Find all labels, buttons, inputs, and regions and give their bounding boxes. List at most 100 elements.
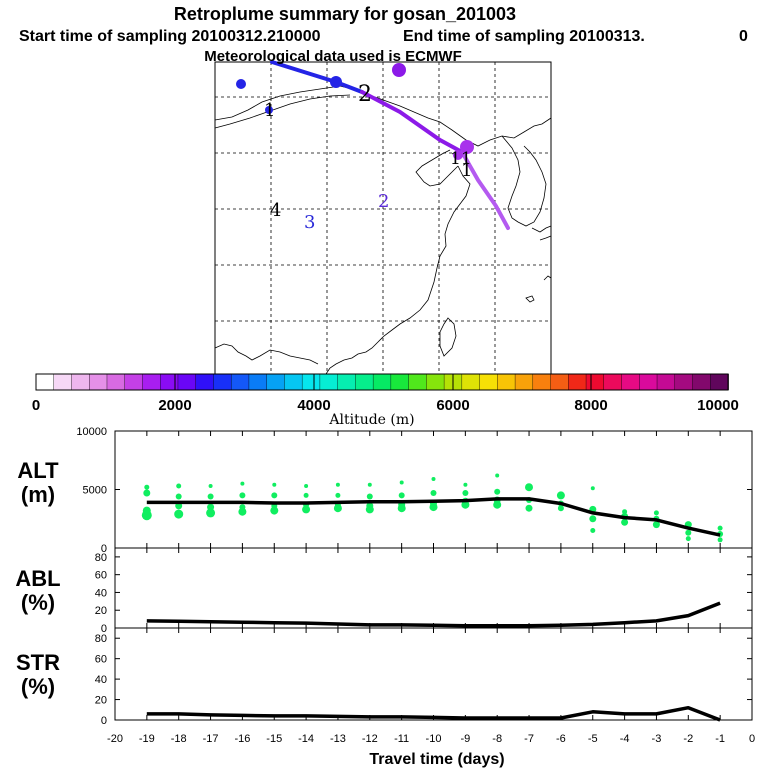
x-tick-label: -5 — [588, 733, 598, 745]
spread-point — [622, 509, 628, 515]
colorbar-cell — [656, 373, 676, 391]
colorbar-cell — [195, 373, 215, 391]
spread-point — [525, 504, 533, 512]
marker-day-purple — [460, 140, 474, 154]
spread-point — [589, 515, 597, 523]
colorbar-tick-6000: 6000 — [436, 397, 469, 414]
y-tick-label: 80 — [95, 633, 107, 645]
map-label-4: 4 — [270, 200, 281, 221]
x-tick-label: -8 — [492, 733, 502, 745]
colorbar-cell — [337, 373, 357, 391]
spread-point — [302, 505, 311, 514]
spread-point — [685, 536, 691, 542]
colorbar-cells — [35, 373, 729, 391]
panel-frame — [114, 627, 753, 721]
colorbar-cell — [372, 373, 392, 391]
colorbar-cell — [639, 373, 658, 391]
x-tick-label: -11 — [394, 733, 409, 745]
spread-point — [142, 506, 151, 515]
sampling-end: End time of sampling 20100313. — [403, 28, 645, 45]
colorbar-cell — [284, 373, 303, 391]
colorbar-cell — [213, 373, 232, 391]
x-tick-label: 0 — [749, 733, 755, 745]
colorbar-cell — [461, 373, 481, 391]
x-tick-label: -20 — [107, 733, 123, 745]
spread-point — [717, 525, 723, 531]
marker-day-blue-west-2 — [265, 106, 273, 114]
trajectory-labels: 1 2 3 4 2 1 11 — [264, 82, 472, 233]
spread-point — [590, 528, 596, 533]
spread-point — [685, 529, 692, 536]
spread-point — [652, 521, 660, 529]
panel-frame — [114, 430, 753, 549]
x-tick-label: -6 — [556, 733, 566, 745]
y-tick-label: 10000 — [76, 426, 107, 438]
colorbar-tick-8000: 8000 — [574, 397, 607, 414]
x-tick-label: -9 — [460, 733, 470, 745]
colorbar-tick-4000: 4000 — [297, 397, 330, 414]
y-tick-label: 40 — [95, 587, 107, 599]
y-tick-label: 20 — [95, 605, 107, 617]
spread-point — [206, 508, 216, 518]
trajectory-map: 1 2 3 4 2 1 11 Meteorological data used … — [204, 48, 552, 375]
colorbar-cell — [301, 373, 321, 391]
x-tick-label: -12 — [362, 733, 378, 745]
mean-line-alt — [146, 497, 721, 537]
colorbar-tick-10000: 10000 — [697, 397, 739, 414]
abl-panel-units: (%) — [21, 590, 55, 615]
colorbar-cell — [35, 373, 55, 391]
x-tick-label: -1 — [715, 733, 725, 745]
spread-point — [717, 537, 723, 543]
met-data-note: Meteorological data used is ECMWF — [204, 48, 462, 65]
y-tick-label: 80 — [95, 552, 107, 564]
y-tick-label: 20 — [95, 695, 107, 707]
str-panel-label: STR — [16, 650, 60, 675]
colorbar-cell — [585, 373, 605, 391]
spread-point — [174, 509, 184, 519]
colorbar-cell — [621, 373, 641, 391]
spread-point — [335, 492, 341, 498]
colorbar-cell — [124, 373, 144, 391]
map-label-2: 2 — [378, 191, 389, 212]
colorbar-cell — [177, 373, 197, 391]
spread-point — [399, 480, 404, 485]
colorbar-cell — [426, 373, 445, 391]
alt-panel-label: ALT — [17, 458, 59, 483]
map-coastlines — [214, 85, 552, 375]
y-tick-label: 0 — [101, 715, 107, 727]
colorbar-cell — [390, 373, 410, 391]
spread-point — [430, 490, 437, 496]
colorbar-cell — [674, 373, 694, 391]
y-tick-label: 5000 — [83, 485, 107, 497]
spread-point — [462, 490, 469, 496]
colorbar-cell — [692, 373, 712, 391]
colorbar-cell — [603, 373, 623, 391]
y-tick-label: 0 — [101, 543, 107, 555]
colorbar-cell — [142, 373, 162, 391]
colorbar-cell — [479, 373, 499, 391]
spread-point — [590, 486, 595, 491]
colorbar-major-ticks — [174, 374, 592, 390]
x-tick-label: -14 — [298, 733, 314, 745]
x-tick-label: -4 — [620, 733, 630, 745]
marker-day-purple-2 — [453, 150, 463, 160]
panel-alt: 0 5000 10000 — [76, 426, 753, 555]
y-tick-label: 60 — [95, 570, 107, 582]
spread-point — [207, 503, 215, 511]
sampling-end-tail: 0 — [739, 28, 748, 45]
x-tick-label: -15 — [266, 733, 282, 745]
spread-point — [303, 492, 309, 498]
colorbar-cell — [160, 373, 179, 391]
spread-point — [176, 483, 182, 489]
spread-point — [398, 492, 405, 499]
spread-point — [525, 483, 533, 492]
spread-point — [270, 506, 279, 515]
abl-panel-label: ABL — [15, 566, 60, 591]
spread-point — [207, 493, 214, 500]
spread-point — [239, 504, 246, 511]
spread-point — [271, 492, 278, 499]
colorbar-cell — [710, 373, 729, 391]
colorbar-cell — [89, 373, 108, 391]
trajectory-magenta — [460, 150, 510, 230]
